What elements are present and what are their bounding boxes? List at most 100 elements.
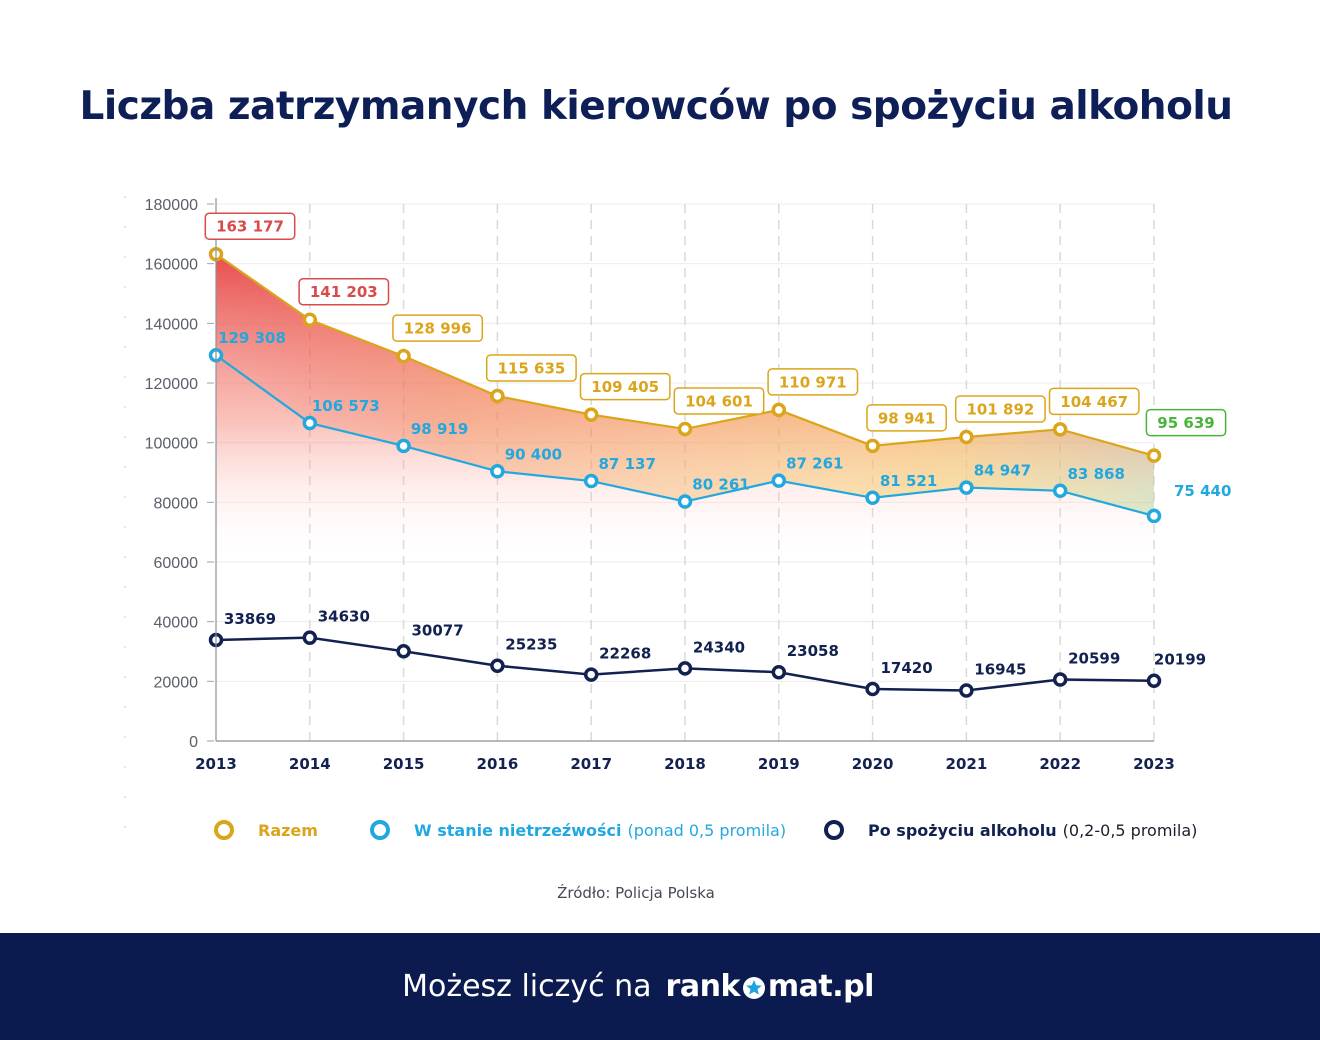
data-point-0-2023: [1146, 448, 1162, 463]
line-chart: 0 20000 40000 60000 80000 100000 120000 140000 1…: [124, 196, 1231, 828]
data-label-po-spozyciu: 16945: [974, 660, 1026, 678]
data-point-1-2014: [302, 415, 318, 431]
data-point-2-2018: [677, 661, 693, 676]
data-point-1-2023: [1146, 508, 1162, 524]
data-point-2-2014: [302, 630, 318, 645]
legend-marker-nietrzezwosc: [370, 820, 390, 840]
legend: Razem W stanie nietrzeźwości (ponad 0,5 …: [0, 820, 1320, 846]
data-label-box-razem: [204, 212, 296, 240]
y-tick-label: 180000: [145, 197, 198, 214]
data-label-nietrzezwosc: 75 440: [1174, 482, 1231, 500]
x-tick-label: 2014: [289, 755, 331, 773]
data-point-2-2021: [959, 683, 974, 698]
data-label-po-spozyciu: 17420: [881, 659, 933, 677]
data-label-po-spozyciu: 20599: [1068, 650, 1120, 668]
data-labels: 163 177 141 203 128 996 115 635 109 405 104 6…: [204, 212, 1231, 678]
footer-tagline: Możesz liczyć na: [402, 969, 652, 1004]
x-tick-label: 2023: [1133, 755, 1175, 773]
data-label-razem: 128 996: [404, 320, 472, 338]
data-label-box-razem: [673, 387, 765, 415]
area-fill-mid: [216, 254, 1154, 516]
data-label-box-razem: [767, 368, 859, 396]
data-label-razem: 98 941: [878, 409, 935, 427]
data-label-nietrzezwosc: 129 308: [218, 329, 286, 347]
data-point-1-2016: [490, 464, 505, 479]
data-point-2-2016: [490, 658, 505, 673]
brand-text-start: rank: [665, 969, 741, 1004]
brand-text-end: mat.pl: [767, 969, 875, 1004]
data-label-po-spozyciu: 30077: [412, 621, 464, 639]
data-label-razem: 95 639: [1157, 414, 1214, 432]
data-label-nietrzezwosc: 87 137: [598, 455, 655, 473]
data-label-nietrzezwosc: 98 919: [411, 420, 468, 438]
x-tick-label: 2018: [664, 755, 706, 773]
x-tick-label: 2019: [758, 755, 800, 773]
data-label-nietrzezwosc: 106 573: [312, 397, 380, 415]
data-label-box-razem: [866, 404, 947, 432]
data-label-box-razem: [954, 395, 1046, 423]
data-point-1-2022: [1052, 483, 1068, 499]
x-tick-label: 2015: [383, 755, 425, 773]
data-label-razem: 110 971: [779, 373, 847, 391]
data-label-nietrzezwosc: 90 400: [505, 445, 562, 463]
axes: 0 20000 40000 60000 80000 100000 120000 140000 1…: [124, 196, 1175, 828]
data-point-0-2018: [677, 421, 693, 437]
data-label-po-spozyciu: 33869: [224, 610, 276, 628]
data-point-1-2019: [771, 473, 787, 488]
data-label-nietrzezwosc: 87 261: [786, 455, 843, 473]
data-label-razem: 141 203: [310, 283, 378, 301]
source-note: Źródło: Policja Polska: [557, 884, 715, 902]
rankomat-logo[interactable]: rank mat.pl: [665, 969, 875, 1004]
x-tick-label: 2017: [570, 755, 612, 773]
x-tick-label: 2016: [477, 755, 519, 773]
data-point-2-2023: [1146, 673, 1162, 688]
y-tick-label: 20000: [154, 674, 199, 691]
legend-sub-nietrzezwosc: (ponad 0,5 promila): [627, 820, 787, 840]
data-point-2-2019: [771, 664, 787, 680]
data-point-0-2019: [771, 402, 787, 418]
y-tick-label: 120000: [145, 376, 198, 393]
data-label-nietrzezwosc: 84 947: [974, 462, 1031, 480]
x-tick-label: 2022: [1039, 755, 1081, 773]
legend-item-razem: Razem: [214, 820, 318, 840]
brand-star-icon: [742, 976, 765, 999]
legend-item-po-spozyciu: Po spożyciu alkoholu (0,2-0,5 promila): [824, 820, 1197, 840]
data-label-nietrzezwosc: 81 521: [880, 472, 937, 490]
data-point-1-2021: [959, 480, 974, 495]
data-label-po-spozyciu: 22268: [599, 645, 651, 663]
chart-title: Liczba zatrzymanych kierowców po spożyci…: [79, 84, 1233, 129]
data-label-po-spozyciu: 34630: [318, 608, 370, 626]
x-tick-label: 2013: [195, 755, 237, 773]
data-label-razem: 115 635: [497, 360, 565, 378]
data-point-0-2017: [583, 407, 599, 422]
data-label-box-razem: [1048, 387, 1140, 416]
data-point-0-2021: [959, 429, 974, 445]
data-label-box-razem: [579, 372, 671, 401]
x-tick-label: 2020: [852, 755, 894, 773]
y-tick-label: 140000: [145, 316, 198, 333]
data-point-2-2017: [583, 667, 599, 682]
data-label-box-razem: [1145, 408, 1227, 437]
data-label-razem: 101 892: [966, 401, 1034, 419]
data-label-nietrzezwosc: 80 261: [692, 476, 749, 494]
legend-marker-razem: [214, 820, 234, 840]
data-label-razem: 104 601: [685, 392, 753, 410]
data-label-razem: 104 467: [1060, 393, 1128, 411]
data-label-po-spozyciu: 20199: [1154, 651, 1206, 669]
data-point-1-2018: [677, 494, 693, 509]
legend-marker-po-spozyciu: [824, 820, 844, 840]
data-label-razem: 109 405: [591, 378, 659, 396]
data-point-2-2015: [396, 644, 411, 659]
legend-item-nietrzezwosc: W stanie nietrzeźwości (ponad 0,5 promil…: [370, 820, 786, 840]
data-point-1-2017: [583, 473, 599, 489]
legend-label-po-spozyciu: Po spożyciu alkoholu: [868, 820, 1057, 840]
data-label-po-spozyciu: 25235: [505, 636, 557, 654]
data-point-0-2020: [865, 438, 880, 454]
data-point-1-2020: [865, 490, 880, 506]
data-label-box-razem: [485, 354, 577, 382]
data-label-po-spozyciu: 23058: [787, 642, 839, 660]
y-tick-label: 40000: [154, 615, 199, 632]
y-tick-label: 100000: [145, 436, 198, 453]
y-tick-label: 0: [189, 734, 198, 751]
data-label-box-razem: [298, 277, 390, 306]
